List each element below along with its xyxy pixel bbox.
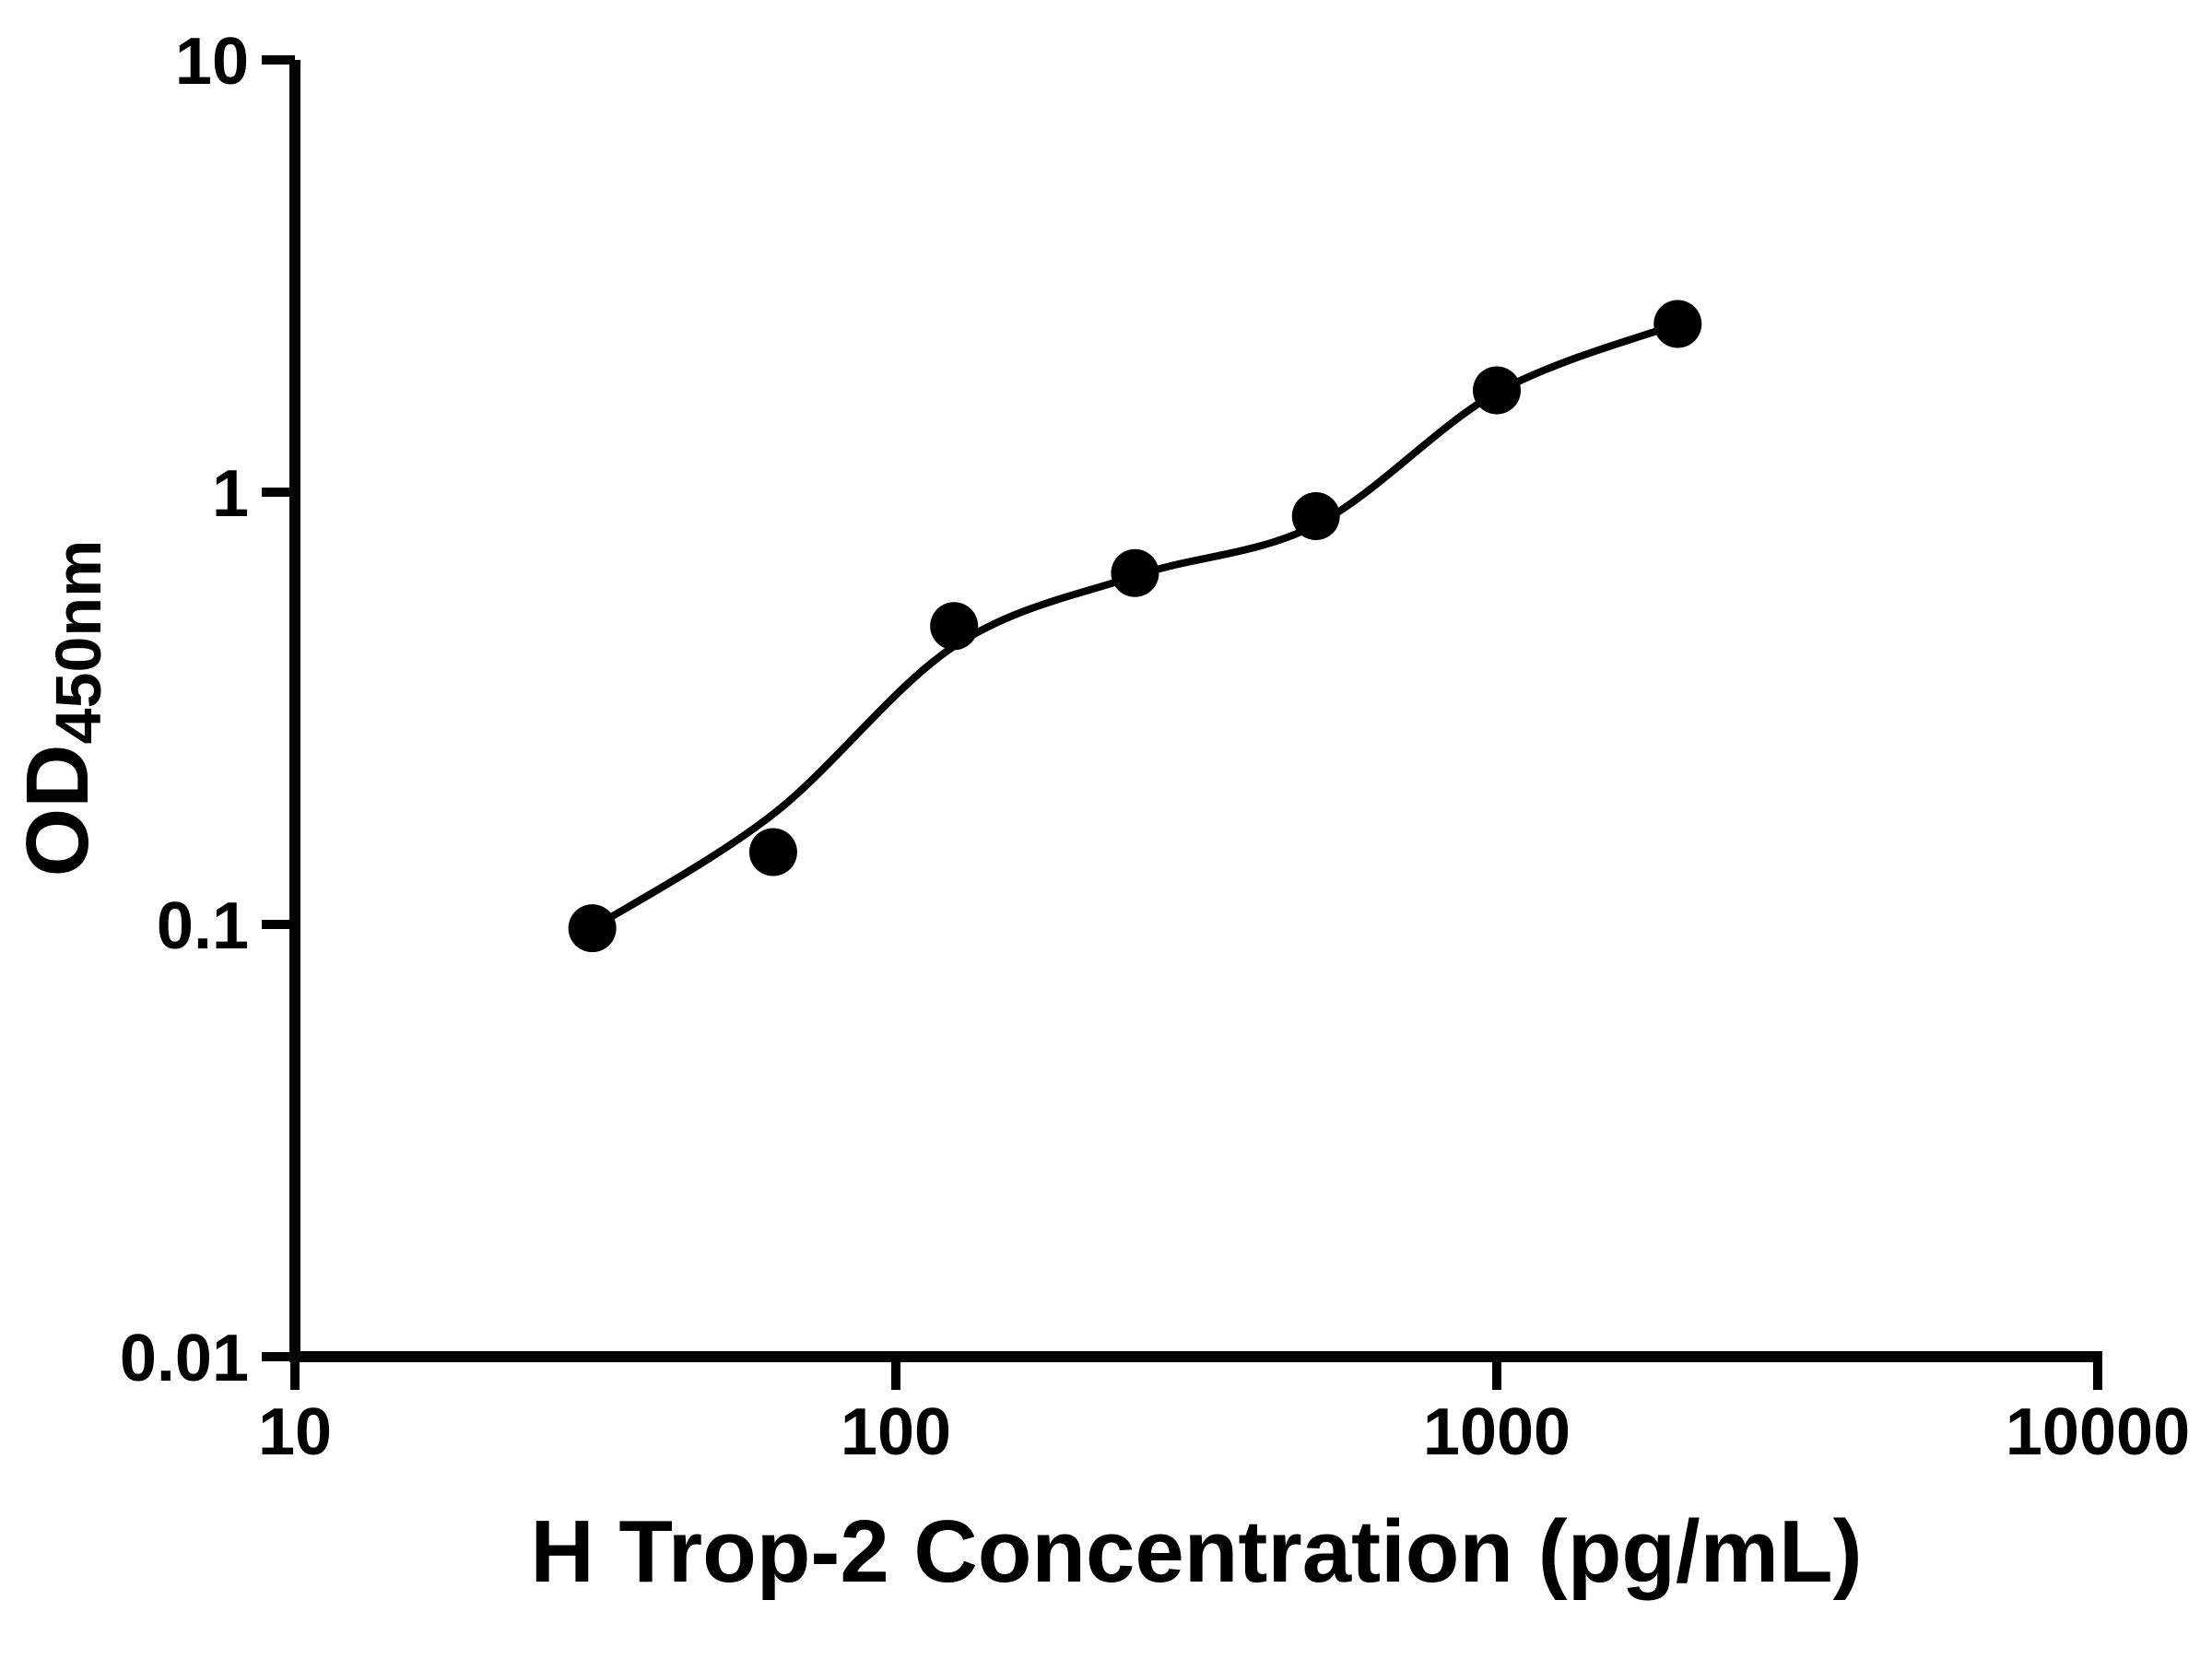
x-tick-label: 10 bbox=[258, 1395, 332, 1469]
data-point bbox=[1291, 492, 1340, 541]
y-tick-label: 10 bbox=[175, 25, 249, 99]
data-point bbox=[930, 602, 979, 651]
y-tick-label: 1 bbox=[212, 457, 249, 531]
data-point bbox=[748, 828, 797, 877]
x-axis-label: H Trop-2 Concentration (pg/mL) bbox=[530, 1502, 1862, 1601]
x-tick-label: 10000 bbox=[2006, 1395, 2190, 1469]
data-point bbox=[1473, 366, 1521, 415]
y-tick-label: 0.01 bbox=[120, 1322, 249, 1395]
data-point bbox=[1653, 300, 1702, 348]
x-tick-label: 1000 bbox=[1423, 1395, 1571, 1469]
x-tick-label: 100 bbox=[841, 1395, 951, 1469]
y-tick-label: 0.1 bbox=[157, 889, 249, 963]
data-point bbox=[568, 904, 617, 953]
data-point bbox=[1111, 548, 1159, 597]
y-axis-label: OD450nm bbox=[8, 540, 114, 877]
